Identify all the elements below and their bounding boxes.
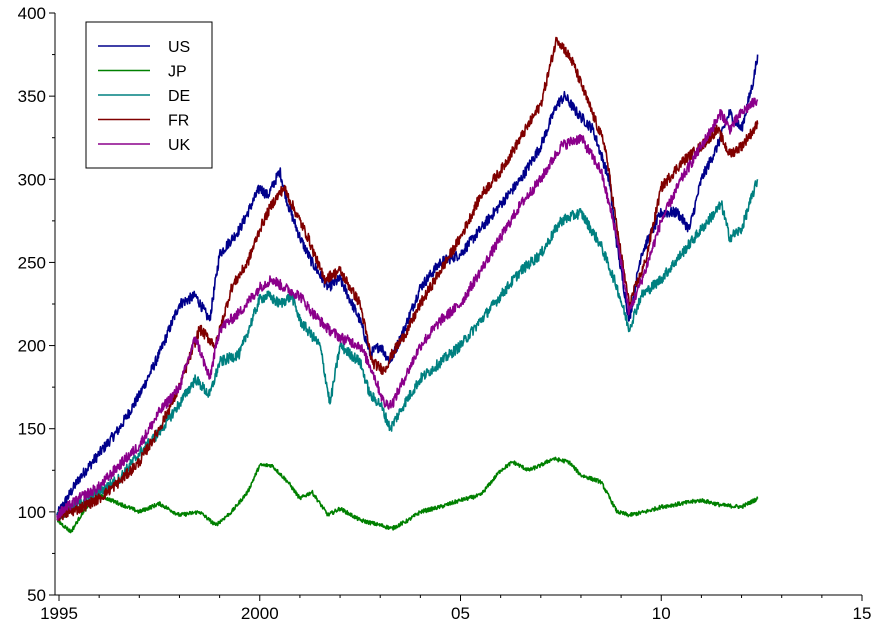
y-tick-label: 250 [18,253,46,272]
y-tick-label: 50 [27,586,46,605]
legend-label-de: DE [168,88,190,105]
x-tick-label: 10 [652,604,671,623]
series-line-uk [56,97,759,521]
y-tick-label: 150 [18,420,46,439]
x-tick-label: 15 [853,604,872,623]
y-axis: 50 100 150 200 250 300 350 400 [18,4,56,605]
x-tick-label: 05 [451,604,470,623]
legend-label-jp: JP [168,64,187,81]
series-line-us [56,54,759,517]
legend: US JP DE FR UK [85,21,213,169]
series-line-jp [56,456,759,534]
series-line-de [56,179,759,522]
x-axis: 1995 2000 05 10 15 [40,594,871,623]
x-tick-label: 1995 [40,604,78,623]
y-ticks: 50 100 150 200 250 300 350 400 [18,4,55,605]
legend-label-us: US [168,39,190,56]
series-layer [56,36,759,534]
y-tick-label: 200 [18,337,46,356]
legend-label-uk: UK [168,137,191,154]
y-tick-label: 350 [18,87,46,106]
legend-label-fr: FR [168,113,189,130]
x-ticks: 1995 2000 05 10 15 [40,595,871,623]
y-tick-label: 300 [18,170,46,189]
legend-entries: US JP DE FR UK [98,39,191,154]
y-tick-label: 100 [18,503,46,522]
x-tick-label: 2000 [241,604,279,623]
y-tick-label: 400 [18,4,46,23]
